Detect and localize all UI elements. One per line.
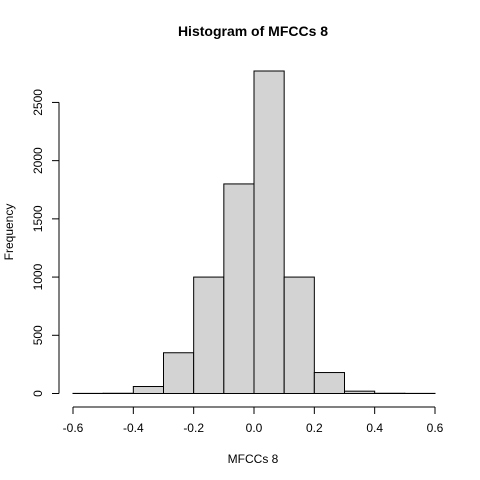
x-tick-label: -0.6	[63, 421, 84, 435]
y-tick-label: 1000	[31, 263, 45, 290]
chart-title: Histogram of MFCCs 8	[178, 23, 328, 39]
x-axis-label: MFCCs 8	[228, 452, 279, 466]
bars-group	[72, 70, 436, 395]
x-tick-label: -0.2	[183, 421, 204, 435]
histogram-bar	[132, 386, 164, 394]
y-tick-label: 1500	[31, 205, 45, 232]
x-tick-label: -0.4	[123, 421, 144, 435]
histogram-bar	[344, 390, 376, 394]
histogram-bar	[223, 183, 255, 394]
histogram-bar	[313, 372, 346, 395]
histogram-bar	[193, 276, 225, 394]
y-tick-label: 2000	[31, 147, 45, 174]
histogram-bar	[163, 352, 195, 395]
y-axis: 0 500 1000 1500 2000 2500	[31, 89, 60, 397]
y-tick-label: 500	[31, 325, 45, 345]
x-tick-label: 0.2	[306, 421, 323, 435]
histogram-bar	[283, 276, 315, 394]
histogram-bar	[253, 70, 285, 394]
y-axis-label: Frequency	[2, 204, 16, 261]
y-tick-label: 2500	[31, 89, 45, 116]
x-tick-label: 0.0	[246, 421, 263, 435]
x-axis: -0.6 -0.4 -0.2 0.0 0.2 0.4 0.6	[63, 406, 444, 435]
x-tick-label: 0.4	[366, 421, 383, 435]
y-tick-label: 0	[31, 390, 45, 397]
x-tick-label: 0.6	[427, 421, 444, 435]
